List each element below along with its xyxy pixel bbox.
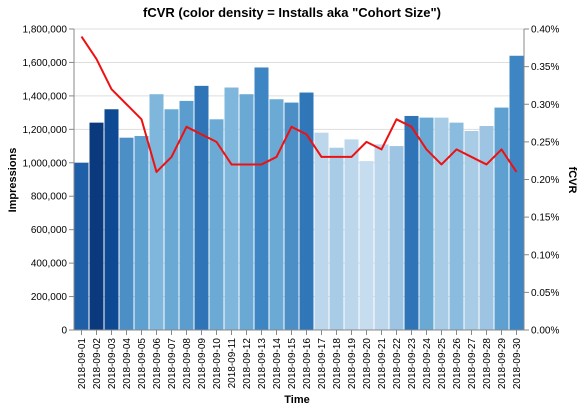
y-tick-label: 400,000 (31, 259, 68, 270)
bar-2018-09-09 (195, 86, 209, 330)
x-tick-label: 2018-09-11 (227, 338, 238, 389)
y-tick-label: 1,000,000 (23, 158, 68, 169)
x-tick-label: 2018-09-13 (257, 338, 268, 390)
bars (75, 56, 524, 330)
x-tick-label: 2018-09-09 (197, 338, 208, 390)
y-axis-title: Impressions (7, 148, 19, 213)
bar-2018-09-06 (150, 94, 164, 330)
bar-2018-09-14 (270, 99, 284, 330)
bar-2018-09-11 (225, 88, 239, 330)
bar-2018-09-13 (255, 67, 269, 330)
bar-2018-09-20 (360, 161, 374, 330)
x-tick-label: 2018-09-08 (182, 338, 193, 390)
y2-tick-label: 0.00% (531, 326, 559, 337)
bar-2018-09-02 (90, 123, 104, 330)
bar-2018-09-25 (435, 118, 449, 330)
x-tick-label: 2018-09-27 (467, 338, 478, 390)
x-tick-label: 2018-09-10 (212, 338, 223, 390)
x-tick-label: 2018-09-20 (362, 338, 373, 390)
bar-2018-09-27 (465, 131, 479, 330)
y-tick-label: 1,200,000 (23, 125, 68, 136)
x-tick-label: 2018-09-14 (272, 338, 283, 390)
y-tick-label: 1,600,000 (23, 58, 68, 69)
bar-2018-09-17 (315, 133, 329, 330)
x-tick-label: 2018-09-26 (452, 338, 463, 390)
x-tick-label: 2018-09-02 (92, 338, 103, 390)
bar-2018-09-22 (390, 146, 404, 330)
bar-2018-09-03 (105, 109, 119, 330)
x-tick-label: 2018-09-07 (167, 338, 178, 390)
x-tick-label: 2018-09-25 (437, 338, 448, 390)
bar-2018-09-23 (405, 116, 419, 330)
x-tick-label: 2018-09-12 (242, 338, 253, 390)
x-tick-label: 2018-09-30 (512, 338, 523, 390)
x-tick-label: 2018-09-17 (317, 338, 328, 390)
x-tick-label: 2018-09-04 (122, 338, 133, 390)
y-tick-label: 600,000 (31, 225, 68, 236)
y-tick-label: 1,400,000 (23, 91, 68, 102)
bar-2018-09-21 (375, 144, 389, 330)
x-tick-label: 2018-09-03 (107, 338, 118, 390)
x-tick-label: 2018-09-23 (407, 338, 418, 390)
bar-2018-09-19 (345, 139, 359, 330)
bar-2018-09-29 (495, 108, 509, 330)
y2-tick-label: 0.15% (531, 213, 559, 224)
x-tick-label: 2018-09-18 (332, 338, 343, 390)
x-tick-label: 2018-09-01 (77, 338, 88, 390)
bar-2018-09-12 (240, 94, 254, 330)
y2-tick-label: 0.25% (531, 137, 559, 148)
y2-tick-label: 0.20% (531, 175, 559, 186)
y2-tick-label: 0.30% (531, 100, 559, 111)
bar-2018-09-28 (480, 126, 494, 330)
x-tick-label: 2018-09-15 (287, 338, 298, 390)
y2-tick-label: 0.10% (531, 250, 559, 261)
bar-2018-09-01 (75, 163, 89, 330)
bar-2018-09-16 (300, 93, 314, 330)
bar-2018-09-04 (120, 138, 134, 330)
y-tick-label: 800,000 (31, 192, 68, 203)
y-tick-label: 0 (61, 326, 67, 337)
y-tick-label: 1,800,000 (23, 25, 68, 36)
y2-axis-title: fCVR (566, 167, 578, 194)
bar-2018-09-18 (330, 148, 344, 330)
bar-2018-09-07 (165, 109, 179, 330)
x-tick-label: 2018-09-29 (497, 338, 508, 390)
y-tick-label: 200,000 (31, 292, 68, 303)
x-tick-label: 2018-09-05 (137, 338, 148, 390)
x-tick-label: 2018-09-28 (482, 338, 493, 390)
x-tick-label: 2018-09-16 (302, 338, 313, 390)
x-tick-label: 2018-09-21 (377, 338, 388, 390)
y2-tick-label: 0.05% (531, 288, 559, 299)
bar-2018-09-30 (510, 56, 524, 330)
x-axis-title: Time (284, 394, 309, 406)
chart-title: fCVR (color density = Installs aka "Coho… (143, 5, 441, 20)
x-tick-label: 2018-09-06 (152, 338, 163, 390)
bar-2018-09-05 (135, 136, 149, 330)
x-tick-label: 2018-09-19 (347, 338, 358, 390)
y2-tick-label: 0.40% (531, 25, 559, 36)
y2-tick-label: 0.35% (531, 62, 559, 73)
x-tick-label: 2018-09-24 (422, 338, 433, 390)
x-tick-label: 2018-09-22 (392, 338, 403, 390)
